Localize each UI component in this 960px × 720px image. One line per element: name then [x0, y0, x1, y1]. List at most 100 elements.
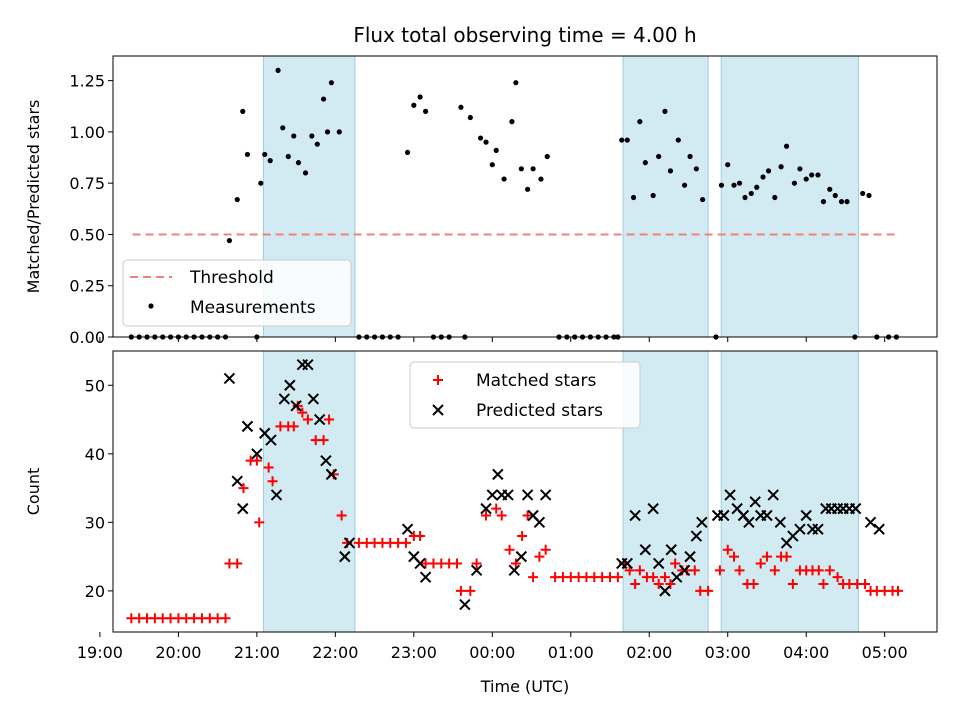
- data-point: [288, 421, 299, 432]
- data-point: [302, 170, 309, 176]
- chart-title: Flux total observing time = 4.00 h: [353, 23, 696, 47]
- x-axis-label: Time (UTC): [480, 677, 569, 696]
- x-tick-label: 03:00: [705, 643, 751, 662]
- data-point: [237, 502, 249, 515]
- data-point: [749, 496, 761, 508]
- data-point: [725, 162, 731, 168]
- data-point: [783, 143, 790, 149]
- data-point: [504, 544, 515, 555]
- data-point: [295, 160, 302, 166]
- x-tick-label: 01:00: [548, 643, 594, 662]
- data-point: [455, 585, 466, 596]
- data-point: [612, 572, 623, 583]
- data-point: [630, 194, 637, 201]
- data-point: [336, 510, 347, 521]
- data-point: [458, 104, 464, 110]
- data-point: [659, 585, 671, 597]
- legend-label: Measurements: [190, 298, 316, 318]
- data-point: [467, 114, 473, 121]
- y-tick-label: 1.00: [69, 123, 105, 142]
- data-point: [722, 544, 733, 555]
- legend-matched-swatch: [433, 375, 443, 385]
- data-point: [838, 199, 845, 205]
- data-point: [302, 358, 314, 371]
- x-tick-label: 05:00: [862, 643, 908, 662]
- data-point: [544, 153, 550, 160]
- data-point: [489, 162, 495, 168]
- data-point: [280, 125, 286, 131]
- data-point: [665, 579, 676, 590]
- data-point: [824, 565, 835, 576]
- data-point: [540, 544, 551, 555]
- y-tick-label: 20: [85, 582, 105, 601]
- x-tick-label: 19:00: [77, 643, 123, 662]
- data-point: [328, 80, 335, 86]
- data-point: [254, 517, 265, 528]
- data-point: [270, 489, 283, 501]
- data-point: [639, 544, 652, 556]
- data-point: [690, 530, 703, 542]
- data-point: [343, 537, 356, 549]
- data-point: [648, 572, 659, 583]
- data-point: [619, 137, 625, 143]
- x-tick-label: 22:00: [312, 643, 358, 662]
- data-point: [223, 372, 236, 385]
- data-point: [718, 182, 725, 188]
- data-point: [309, 133, 315, 139]
- data-point: [501, 176, 507, 182]
- data-point: [451, 558, 462, 569]
- data-point: [809, 172, 815, 178]
- data-point: [724, 489, 736, 501]
- data-point: [521, 489, 534, 501]
- highlight-span: [720, 55, 860, 338]
- data-point: [662, 108, 668, 114]
- data-point: [471, 558, 482, 569]
- data-point: [670, 558, 681, 569]
- data-point: [700, 196, 706, 203]
- data-point: [470, 564, 483, 577]
- y-tick-label: 0.25: [69, 277, 105, 296]
- data-point: [767, 489, 779, 501]
- data-point: [477, 135, 484, 141]
- data-point: [231, 475, 243, 487]
- data-point: [774, 516, 787, 529]
- data-point: [238, 483, 249, 494]
- data-point: [667, 168, 674, 174]
- y-tick-label: 1.25: [69, 72, 105, 91]
- data-point: [714, 565, 725, 576]
- data-point: [696, 516, 708, 529]
- data-point: [513, 80, 519, 86]
- data-point: [675, 137, 681, 143]
- y-axis-label: Count: [24, 468, 43, 516]
- data-point: [419, 571, 432, 583]
- data-point: [729, 551, 740, 562]
- data-point: [637, 119, 643, 125]
- data-point: [493, 147, 499, 153]
- data-point: [267, 158, 273, 164]
- data-point: [754, 184, 760, 190]
- data-point: [530, 166, 536, 172]
- y-tick-label: 40: [85, 445, 105, 464]
- data-point: [232, 558, 243, 569]
- data-point: [813, 565, 824, 576]
- data-point: [491, 503, 502, 514]
- data-point: [465, 585, 476, 596]
- data-point: [325, 468, 338, 481]
- data-point: [480, 502, 492, 515]
- data-point: [849, 502, 862, 515]
- data-point: [787, 579, 798, 590]
- data-point: [681, 182, 688, 188]
- data-point: [748, 190, 754, 197]
- data-point: [815, 172, 821, 178]
- x-tick-label: 04:00: [783, 643, 829, 662]
- data-point: [650, 192, 656, 199]
- data-point: [483, 139, 489, 145]
- data-point: [339, 550, 351, 563]
- data-point: [761, 551, 772, 562]
- data-point: [508, 564, 520, 577]
- data-point: [336, 129, 342, 135]
- data-point: [258, 180, 264, 186]
- data-point: [860, 579, 871, 590]
- data-point: [693, 166, 699, 172]
- data-point: [742, 194, 748, 201]
